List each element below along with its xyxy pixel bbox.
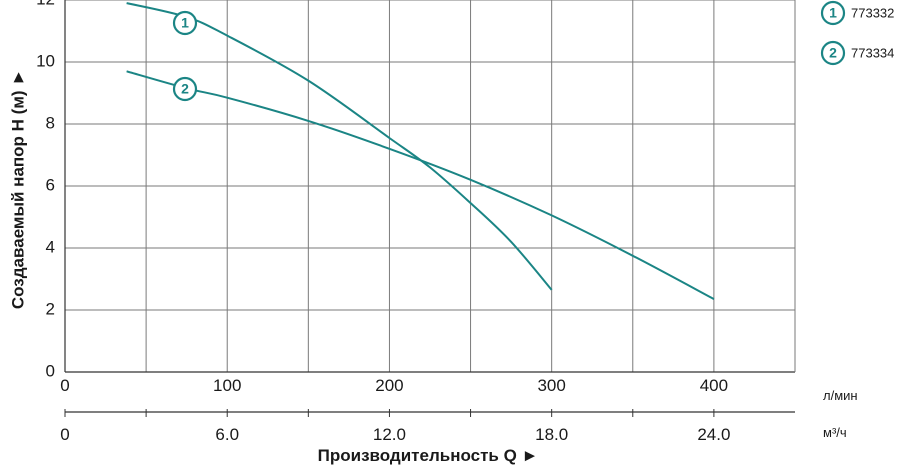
grid (65, 0, 795, 372)
y-tick-label: 2 (46, 299, 55, 318)
x-tick-label-m3h: 12.0 (373, 425, 406, 444)
legend: 1 773332 2 773334 (820, 0, 894, 66)
x-tick-label-m3h: 6.0 (215, 425, 239, 444)
x-tick-label-m3h: 24.0 (697, 425, 730, 444)
y-tick-label: 12 (36, 0, 55, 8)
series-marker-number: 1 (181, 15, 189, 31)
x-tick-label-lmin: 300 (537, 376, 565, 395)
series-line-773334 (126, 70, 715, 300)
x-tick-label-lmin: 400 (700, 376, 728, 395)
axes (64, 0, 796, 417)
series-marker-circle (172, 76, 198, 102)
series-marker-773334: 2 (172, 76, 198, 102)
series-marker-number: 1 (829, 5, 837, 21)
unit-label-lmin: л/мин (823, 388, 858, 403)
series-marker-circle (820, 0, 846, 26)
y-tick-label: 0 (46, 361, 55, 380)
x-tick-label-lmin: 200 (375, 376, 403, 395)
series-marker-773332: 1 (172, 10, 198, 36)
series-marker-circle (172, 10, 198, 36)
y-tick-label: 6 (46, 175, 55, 194)
y-axis-title: Создаваемый напор H (м) ► (8, 69, 27, 309)
series-line-773332 (126, 2, 553, 291)
x-axis-title: Производительность Q ► (318, 446, 539, 465)
x-tick-label-m3h: 0 (60, 425, 69, 444)
series-marker-circle (820, 40, 846, 66)
y-tick-label: 10 (36, 51, 55, 70)
legend-marker-773332: 1 (820, 0, 846, 26)
x-tick-label-lmin: 100 (213, 376, 241, 395)
unit-label-m3h: м³/ч (823, 425, 847, 440)
x-tick-label-m3h: 18.0 (535, 425, 568, 444)
tick-labels: 024681012010020030040006.012.018.024.0л/… (36, 0, 858, 444)
x-tick-label-lmin: 0 (60, 376, 69, 395)
series-marker-number: 2 (829, 45, 837, 61)
y-tick-label: 8 (46, 113, 55, 132)
legend-label-773334: 773334 (851, 45, 894, 60)
legend-marker-773334: 2 (820, 40, 846, 66)
y-tick-label: 4 (46, 237, 55, 256)
series-lines: 12 (126, 2, 715, 300)
series-marker-number: 2 (181, 81, 189, 97)
legend-label-773332: 773332 (851, 5, 894, 20)
